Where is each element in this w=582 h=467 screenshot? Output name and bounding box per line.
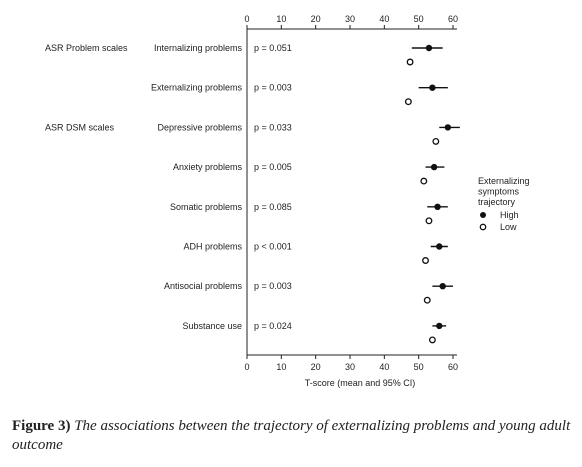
top-tick-label: 60 <box>448 14 458 24</box>
bottom-tick-label: 10 <box>276 362 286 372</box>
p-value-label: p = 0.003 <box>254 83 292 93</box>
bottom-tick-label: 0 <box>244 362 249 372</box>
row-label: Depressive problems <box>157 122 242 132</box>
marker-low <box>420 177 428 185</box>
bottom-tick-label: 30 <box>345 362 355 372</box>
bottom-tick-label: 40 <box>379 362 389 372</box>
marker-low <box>425 217 433 225</box>
caption-text: The associations between the trajectory … <box>12 418 571 453</box>
marker-low <box>406 58 414 66</box>
group-label: ASR Problem scales <box>45 43 128 53</box>
legend-title-line: trajectory <box>478 197 516 207</box>
marker-low <box>422 257 429 264</box>
bottom-tick-label: 50 <box>414 362 424 372</box>
marker-low <box>423 296 431 304</box>
row-label: Substance use <box>182 321 242 331</box>
p-value-label: p = 0.085 <box>254 202 292 212</box>
p-value-label: p = 0.024 <box>254 321 292 331</box>
p-value-label: p = 0.005 <box>254 162 292 172</box>
row-label: Antisocial problems <box>164 281 243 291</box>
legend-marker-low <box>479 223 487 231</box>
row-label: ADH problems <box>183 242 242 252</box>
figure-caption: Figure 3) The associations between the t… <box>12 417 572 455</box>
top-tick-label: 30 <box>345 14 355 24</box>
row-label: Externalizing problems <box>151 83 243 93</box>
marker-low <box>428 336 436 344</box>
bottom-tick-label: 60 <box>448 362 458 372</box>
row-label: Anxiety problems <box>173 162 243 172</box>
marker-high <box>430 163 438 171</box>
row-label: Somatic problems <box>170 202 243 212</box>
marker-high <box>436 322 443 330</box>
legend-title-line: Externalizing <box>478 176 530 186</box>
legend-entry-label: Low <box>500 222 517 232</box>
p-value-label: p < 0.001 <box>254 242 292 252</box>
legend-entry-label: High <box>500 210 519 220</box>
marker-high <box>429 84 436 91</box>
legend-title-line: symptoms <box>478 187 520 197</box>
top-tick-label: 50 <box>414 14 424 24</box>
marker-high <box>444 124 452 131</box>
p-value-label: p = 0.051 <box>254 43 292 53</box>
marker-low <box>404 98 412 106</box>
marker-high <box>434 203 441 210</box>
x-axis-label: T-score (mean and 95% CI) <box>305 378 416 388</box>
row-label: Internalizing problems <box>154 43 243 53</box>
top-tick-label: 20 <box>311 14 321 24</box>
p-value-label: p = 0.003 <box>254 281 292 291</box>
marker-high <box>436 243 443 250</box>
top-tick-label: 10 <box>276 14 286 24</box>
top-tick-label: 40 <box>379 14 389 24</box>
marker-high <box>425 44 433 52</box>
marker-low <box>432 137 440 145</box>
forest-plot-svg: 0 0 10 10 20 20 30 30 40 40 50 50 60 60 T-score (mean … <box>45 14 530 388</box>
group-label: ASR DSM scales <box>45 122 115 132</box>
p-value-label: p = 0.033 <box>254 122 292 132</box>
marker-high <box>439 283 446 290</box>
top-tick-label: 0 <box>244 14 249 24</box>
bottom-tick-label: 20 <box>311 362 321 372</box>
caption-label: Figure 3) <box>12 418 71 434</box>
legend-marker-high <box>480 212 486 218</box>
forest-plot: 0 0 10 10 20 20 30 30 40 40 50 50 60 60 T-score (mean … <box>45 14 530 388</box>
